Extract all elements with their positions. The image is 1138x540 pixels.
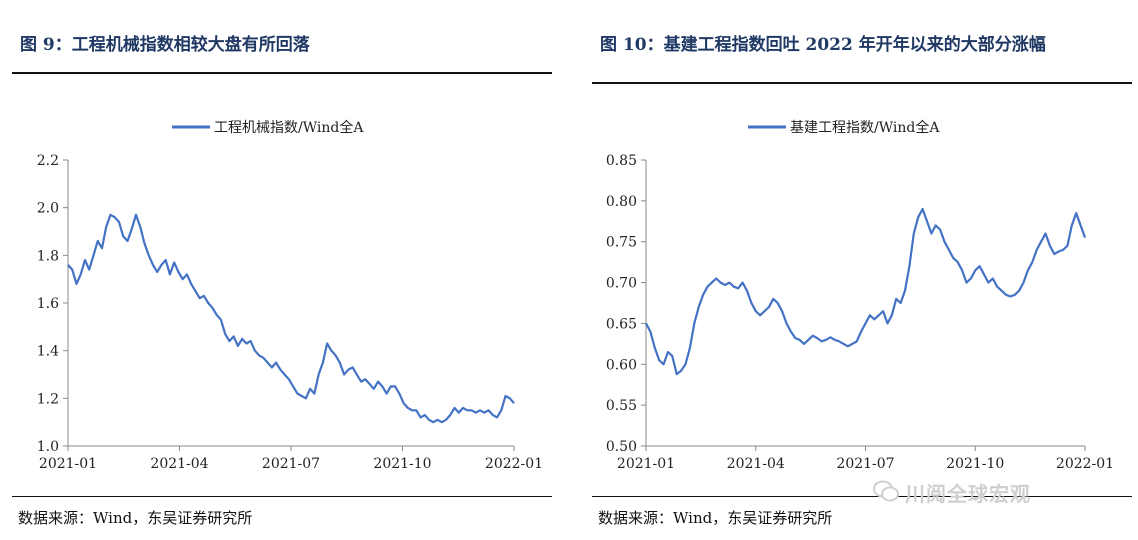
y-tick-label: 1.2 (37, 391, 59, 407)
y-tick-label: 0.60 (606, 357, 637, 373)
y-tick-label: 0.85 (606, 153, 637, 169)
wechat-icon (873, 480, 899, 502)
watermark: 川阅全球宏观 (905, 482, 1031, 506)
left-figure-panel: 图 9：工程机械指数相较大盘有所回落 工程机械指数/Wind全A 2.2 2.0 1.… (0, 0, 560, 540)
source-divider (592, 496, 1132, 497)
y-tick-label: 1.6 (37, 296, 59, 312)
title-underline (592, 82, 1132, 84)
y-tick-label: 0.55 (606, 398, 637, 414)
y-tick-label: 0.70 (606, 276, 637, 292)
legend: 工程机械指数/Wind全A (172, 119, 364, 136)
x-tick-label: 2021-04 (150, 456, 208, 472)
y-tick-label: 2.2 (37, 153, 59, 169)
x-tick-label: 2021-04 (727, 456, 785, 472)
series-line (645, 207, 1087, 376)
y-tick-label: 0.50 (606, 439, 637, 455)
y-tick-label: 2.0 (37, 201, 59, 217)
x-tick-label: 2021-01 (39, 456, 97, 472)
x-tick-label: 2021-07 (836, 456, 894, 472)
legend-label: 基建工程指数/Wind全A (790, 119, 940, 136)
y-tick-label: 1.0 (37, 439, 59, 455)
figure-title: 图 9：工程机械指数相较大盘有所回落 (20, 35, 310, 55)
line-chart-infrastructure: 基建工程指数/Wind全A 0.85 0.80 0.75 0.70 0.65 0.60 0.5… (606, 119, 1114, 472)
line-chart-machinery: 工程机械指数/Wind全A2.22.01.81.61.41.21.02021-0… (37, 119, 543, 472)
y-tick-label: 0.65 (606, 316, 637, 332)
legend-label: 工程机械指数/Wind全A (214, 119, 364, 136)
legend: 基建工程指数/Wind全A (748, 119, 940, 136)
right-figure-panel: 图 10：基建工程指数回吐 2022 年开年以来的大部分涨幅 基建工程指数/Wi… (580, 0, 1138, 540)
y-tick-label: 1.8 (37, 248, 59, 264)
series-line (67, 213, 515, 424)
title-underline (12, 72, 552, 74)
x-tick-label: 2021-10 (946, 456, 1004, 472)
x-tick-label: 2021-10 (373, 456, 431, 472)
x-tick-label: 2022-01 (485, 456, 543, 472)
source-divider (12, 496, 552, 497)
x-tick-label: 2021-07 (262, 456, 320, 472)
x-tick-label: 2021-01 (617, 456, 675, 472)
y-tick-label: 0.75 (606, 235, 637, 251)
figure-source: 数据来源：Wind，东吴证券研究所 (598, 509, 833, 527)
x-tick-label: 2022-01 (1056, 456, 1114, 472)
figure-source: 数据来源：Wind，东吴证券研究所 (18, 509, 253, 527)
y-tick-label: 0.80 (606, 194, 637, 210)
y-tick-label: 1.4 (37, 344, 59, 360)
figure-title: 图 10：基建工程指数回吐 2022 年开年以来的大部分涨幅 (600, 35, 1046, 55)
